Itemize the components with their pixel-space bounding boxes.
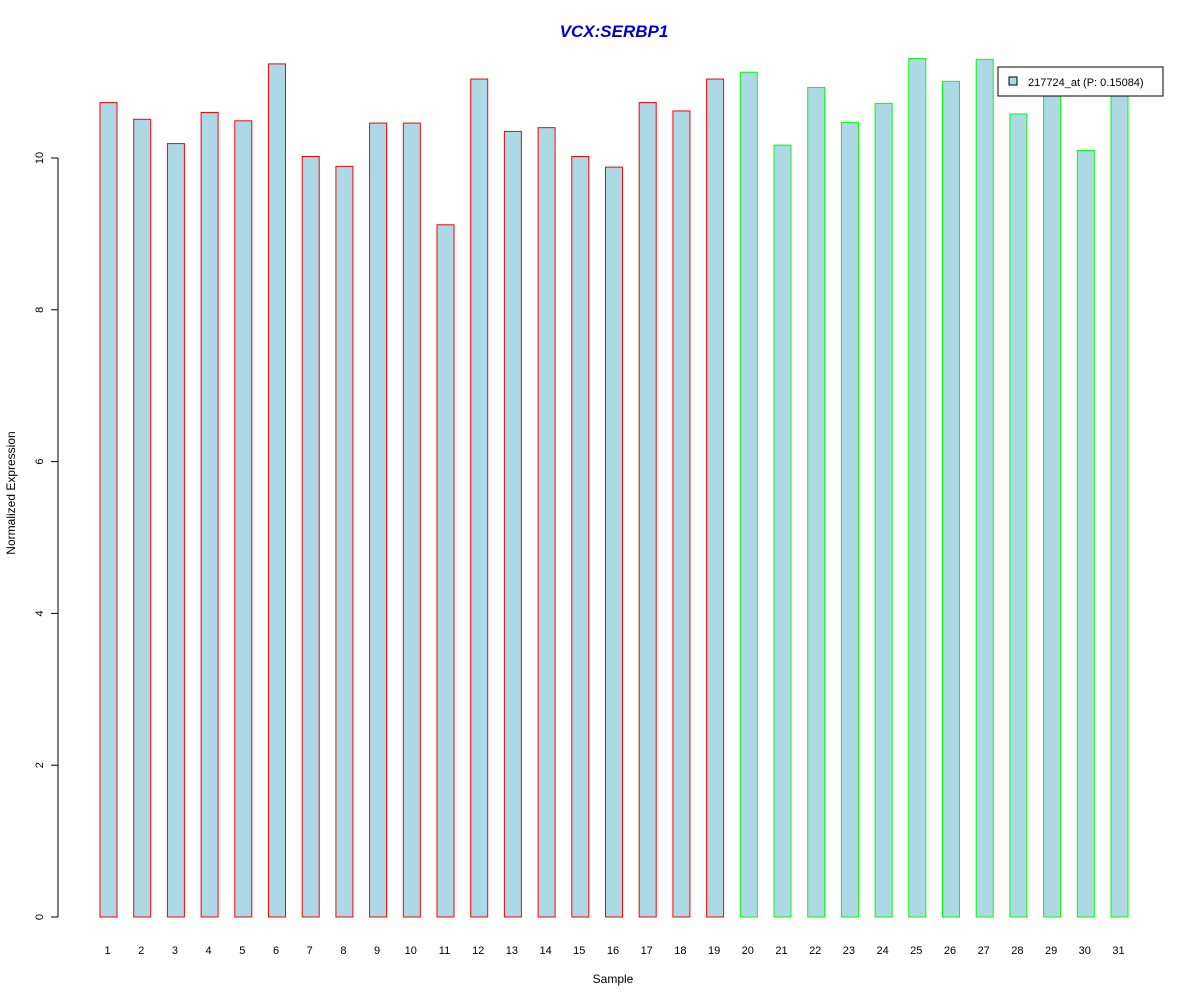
x-tick-label: 15 bbox=[573, 945, 585, 957]
y-axis-label: Normalized Expression bbox=[4, 431, 18, 554]
bar-sample-30 bbox=[1076, 149, 1095, 918]
bar-sample-31 bbox=[1110, 90, 1129, 918]
x-tick-label: 10 bbox=[405, 945, 417, 957]
x-tick-label: 28 bbox=[1011, 945, 1023, 957]
x-tick-label: 29 bbox=[1045, 945, 1057, 957]
bar-sample-9 bbox=[369, 122, 388, 918]
x-tick-label: 4 bbox=[206, 945, 212, 957]
bar-sample-11 bbox=[436, 224, 455, 918]
bar-sample-7 bbox=[301, 155, 320, 918]
x-tick-label: 9 bbox=[374, 945, 380, 957]
x-axis-label: Sample bbox=[593, 972, 634, 986]
bar-sample-2 bbox=[133, 118, 152, 918]
bar-sample-6 bbox=[268, 63, 286, 918]
legend: 217724_at (P: 0.15084) bbox=[997, 66, 1164, 97]
bar-sample-15 bbox=[571, 155, 590, 918]
y-tick-label: 0 bbox=[34, 914, 46, 920]
bar-sample-24 bbox=[874, 102, 893, 918]
x-tick-label: 22 bbox=[809, 945, 821, 957]
x-tick-label: 6 bbox=[273, 945, 279, 957]
x-tick-label: 27 bbox=[978, 945, 990, 957]
y-tick-label: 4 bbox=[34, 610, 46, 616]
x-tick-label: 5 bbox=[239, 945, 245, 957]
bar-sample-29 bbox=[1043, 90, 1062, 918]
legend-box bbox=[997, 66, 1164, 97]
x-tick-label: 23 bbox=[843, 945, 855, 957]
bar-sample-3 bbox=[166, 143, 185, 918]
x-tick-labels: 1 2 3 4 5 6 7 8 9 10 11 12 13 14 15 16 17 18 19 20 21 22 23 24 2… bbox=[104, 945, 1124, 957]
bar-sample-20 bbox=[739, 71, 758, 918]
bar-sample-28 bbox=[1009, 113, 1028, 918]
bar-sample-13 bbox=[503, 130, 522, 918]
bar-sample-17 bbox=[638, 102, 657, 918]
x-tick-label: 18 bbox=[674, 945, 686, 957]
y-tick-label: 8 bbox=[34, 307, 46, 313]
chart-title: VCX:SERBP1 bbox=[560, 22, 669, 41]
bar-sample-18 bbox=[672, 110, 691, 918]
bar-sample-8 bbox=[335, 165, 354, 918]
x-tick-label: 16 bbox=[607, 945, 619, 957]
x-tick-label: 3 bbox=[172, 945, 178, 957]
x-tick-label: 20 bbox=[742, 945, 754, 957]
bar-sample-22 bbox=[807, 86, 826, 918]
x-tick-label: 11 bbox=[439, 945, 450, 957]
x-tick-label: 24 bbox=[876, 945, 888, 957]
x-tick-label: 25 bbox=[910, 945, 922, 957]
y-tick-label: 2 bbox=[34, 762, 46, 768]
x-tick-label: 7 bbox=[307, 945, 313, 957]
x-tick-label: 14 bbox=[539, 945, 551, 957]
x-tick-label: 26 bbox=[944, 945, 956, 957]
bar-sample-27 bbox=[975, 58, 994, 918]
bar-sample-25 bbox=[908, 58, 927, 918]
bar-sample-21 bbox=[773, 144, 792, 918]
bar-sample-10 bbox=[402, 122, 421, 918]
x-tick-label: 31 bbox=[1112, 945, 1124, 957]
bar-sample-1 bbox=[99, 102, 118, 918]
legend-swatch bbox=[1008, 76, 1018, 86]
y-tick-label: 6 bbox=[34, 459, 46, 465]
x-tick-label: 13 bbox=[506, 945, 518, 957]
bar-sample-14 bbox=[537, 127, 556, 918]
bar-sample-16 bbox=[605, 166, 623, 918]
x-tick-label: 21 bbox=[775, 945, 787, 957]
bar-sample-19 bbox=[706, 78, 725, 918]
bar-sample-26 bbox=[942, 80, 960, 918]
x-tick-label: 2 bbox=[138, 945, 144, 957]
x-tick-label: 12 bbox=[472, 945, 484, 957]
bars bbox=[99, 58, 1129, 918]
bar-sample-12 bbox=[470, 78, 489, 918]
y-tick-label: 10 bbox=[34, 152, 46, 164]
x-tick-label: 17 bbox=[641, 945, 653, 957]
bar-sample-5 bbox=[234, 120, 253, 918]
y-axis: 0 2 4 6 8 10 bbox=[34, 152, 59, 920]
x-tick-label: 30 bbox=[1079, 945, 1091, 957]
legend-label: 217724_at (P: 0.15084) bbox=[1028, 77, 1144, 89]
bar-sample-4 bbox=[200, 111, 219, 918]
x-tick-label: 8 bbox=[340, 945, 346, 957]
bar-sample-23 bbox=[840, 121, 859, 918]
x-tick-label: 19 bbox=[708, 945, 720, 957]
x-tick-label: 1 bbox=[104, 945, 110, 957]
